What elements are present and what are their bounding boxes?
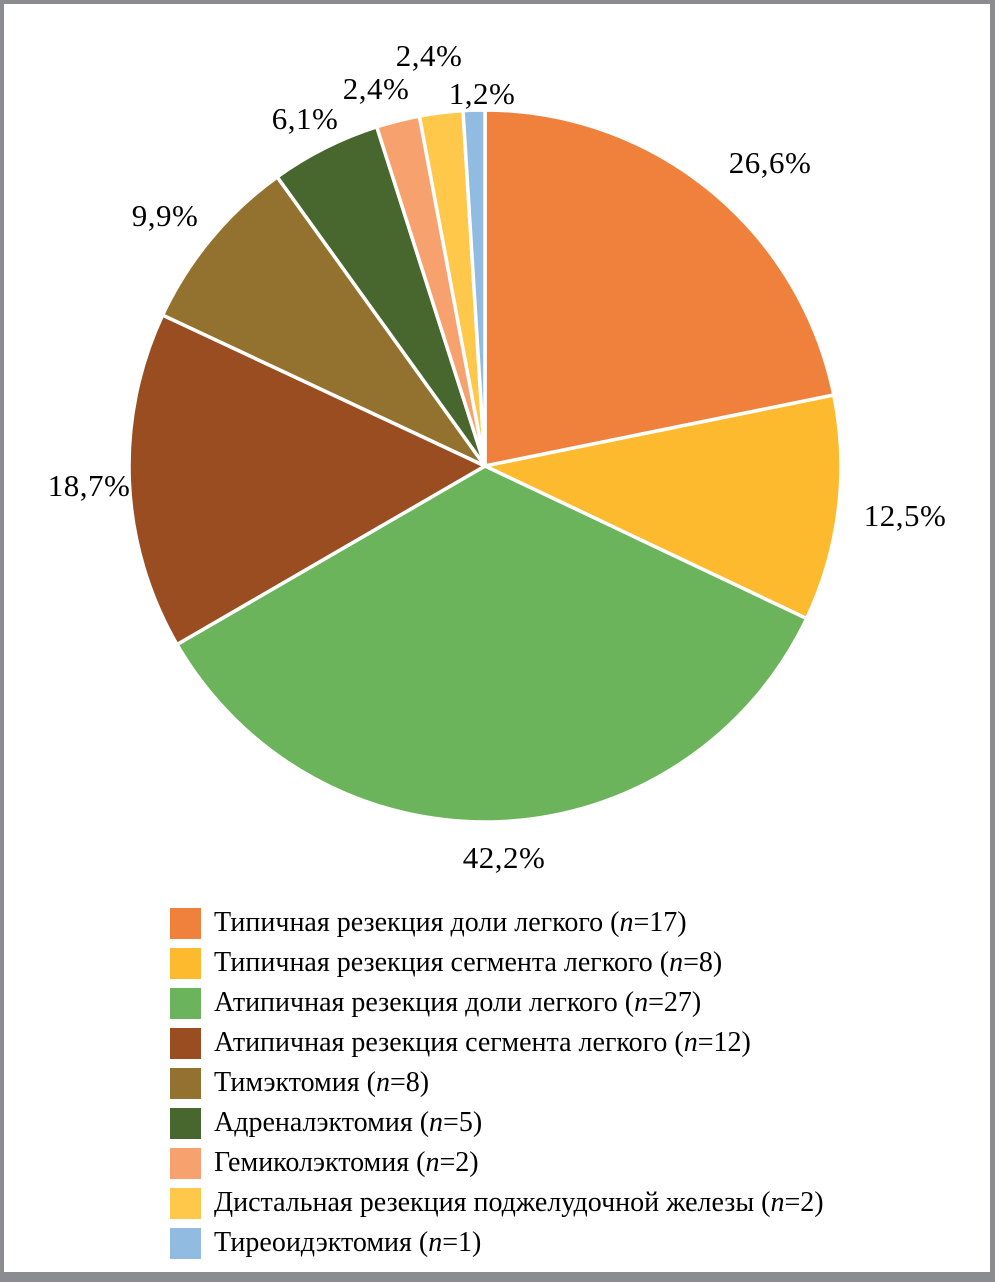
slice-percentage-label-3: 18,7% bbox=[47, 468, 131, 503]
legend-swatch-4 bbox=[170, 1067, 201, 1099]
legend-swatch-6 bbox=[170, 1147, 201, 1179]
legend-item-0: Типичная резекция доли легкого (n=17) bbox=[170, 903, 824, 943]
legend-swatch-1 bbox=[170, 947, 201, 979]
slice-percentage-label-0: 26,6% bbox=[728, 145, 812, 180]
legend-item-6: Гемиколэктомия (n=2) bbox=[170, 1143, 824, 1183]
legend-label-8: Тиреоидэктомия (n=1) bbox=[214, 1227, 482, 1258]
pie-chart-area: 26,6% 12,5% 42,2% 18,7% 9,9% 6,1% 2,4% 2,4% 1,2%… bbox=[4, 4, 990, 1272]
pie-slice-1 bbox=[483, 393, 843, 621]
legend-item-4: Тимэктомия (n=8) bbox=[170, 1063, 824, 1103]
legend-swatch-3 bbox=[170, 1027, 201, 1059]
legend-label-3: Атипичная резекция сегмента легкого (n=1… bbox=[214, 1027, 751, 1058]
pie-slice-4 bbox=[160, 175, 487, 468]
legend-swatch-7 bbox=[170, 1187, 201, 1219]
legend-item-7: Дистальная резекция поджелудочной железы… bbox=[170, 1183, 824, 1223]
slice-percentage-label-2: 42,2% bbox=[462, 840, 546, 875]
slice-percentage-label-8: 1,2% bbox=[448, 76, 516, 111]
legend-label-5: Адреналэктомия (n=5) bbox=[214, 1107, 483, 1138]
slice-percentage-label-7: 2,4% bbox=[395, 38, 463, 73]
legend-swatch-0 bbox=[170, 907, 201, 939]
pie-slice-8 bbox=[461, 108, 487, 468]
legend-label-7: Дистальная резекция поджелудочной железы… bbox=[214, 1187, 824, 1218]
pie-slice-3 bbox=[127, 313, 487, 647]
legend-label-2: Атипичная резекция доли легкого (n=27) bbox=[214, 987, 702, 1018]
legend-item-2: Атипичная резекция доли легкого (n=27) bbox=[170, 983, 824, 1023]
legend-label-6: Гемиколэктомия (n=2) bbox=[214, 1147, 479, 1178]
slice-percentage-label-4: 9,9% bbox=[131, 198, 199, 233]
legend-label-1: Типичная резекция сегмента легкого (n=8) bbox=[214, 947, 723, 978]
slice-percentage-label-5: 6,1% bbox=[271, 101, 339, 136]
legend-swatch-2 bbox=[170, 987, 201, 1019]
pie-slice-0 bbox=[483, 108, 836, 468]
legend-item-5: Адреналэктомия (n=5) bbox=[170, 1103, 824, 1143]
legend-item-3: Атипичная резекция сегмента легкого (n=1… bbox=[170, 1023, 824, 1063]
legend-item-1: Типичная резекция сегмента легкого (n=8) bbox=[170, 943, 824, 983]
legend-swatch-8 bbox=[170, 1227, 201, 1259]
slice-percentage-label-6: 2,4% bbox=[342, 71, 410, 106]
legend: Типичная резекция доли легкого (n=17) Тип… bbox=[170, 903, 824, 1263]
legend-item-8: Тиреоидэктомия (n=1) bbox=[170, 1223, 824, 1263]
legend-label-4: Тимэктомия (n=8) bbox=[214, 1067, 430, 1098]
pie-chart bbox=[127, 108, 843, 824]
slice-percentage-label-1: 12,5% bbox=[863, 498, 947, 533]
legend-swatch-5 bbox=[170, 1107, 201, 1139]
legend-label-0: Типичная резекция доли легкого (n=17) bbox=[214, 907, 687, 938]
